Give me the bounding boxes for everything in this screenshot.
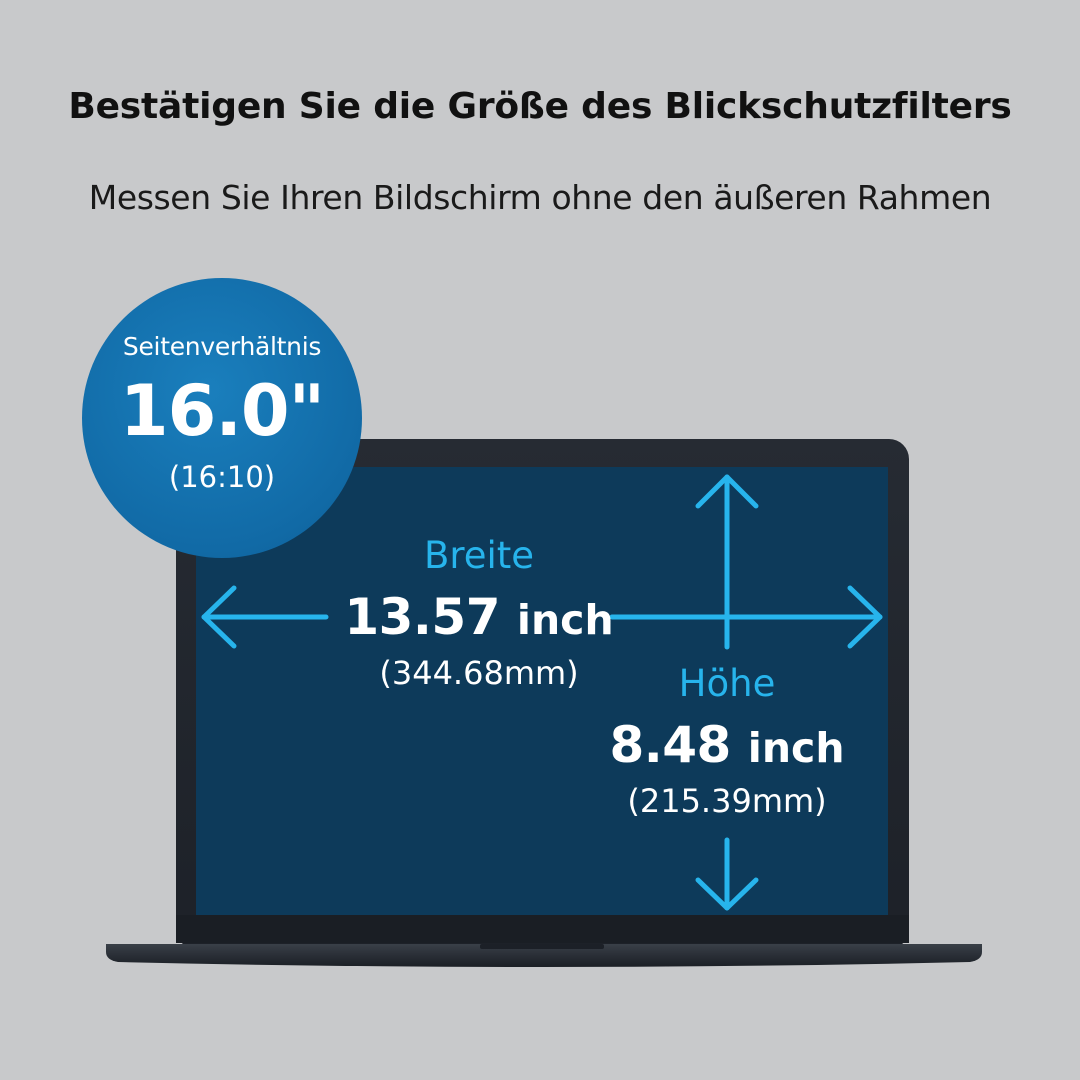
size-badge: Seitenverhältnis 16.0" (16:10) [82, 278, 362, 558]
headline: Bestätigen Sie die Größe des Blickschutz… [68, 86, 1012, 127]
subheadline: Messen Sie Ihren Bildschirm ohne den äuß… [88, 178, 992, 217]
badge-ratio: (16:10) [168, 460, 276, 494]
width-label: Breite [423, 534, 535, 577]
width-unit: inch [516, 596, 614, 644]
width-value: 13.57 inch [316, 588, 642, 646]
laptop-screen [196, 467, 888, 915]
height-label: Höhe [678, 662, 776, 705]
height-metric: (215.39mm) [627, 782, 827, 820]
width-metric: (344.68mm) [379, 654, 579, 692]
width-number: 13.57 [344, 588, 500, 646]
badge-size: 16.0" [119, 370, 325, 452]
height-number: 8.48 [609, 716, 731, 774]
double-arrow-horizontal-icon [201, 585, 883, 649]
badge-caption: Seitenverhältnis [122, 332, 322, 361]
height-value: 8.48 inch [584, 716, 870, 774]
double-arrow-vertical-icon [695, 474, 759, 911]
laptop-base [106, 944, 982, 967]
height-unit: inch [747, 724, 845, 772]
